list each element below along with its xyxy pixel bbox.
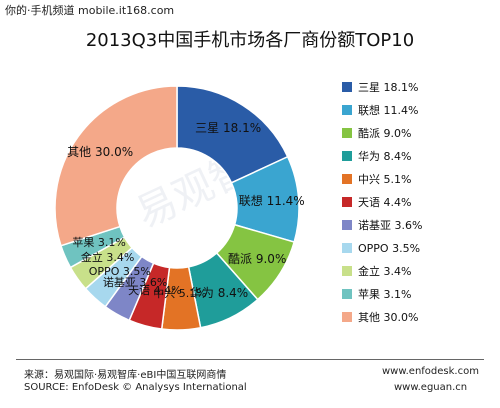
- website-enfodesk: www.enfodesk.com: [382, 366, 479, 377]
- legend-swatch-1: [342, 105, 352, 115]
- footer-divider: [16, 359, 484, 360]
- legend-label-1: 联想 11.4%: [358, 103, 418, 117]
- slice-label-4: 中兴 5.1%: [153, 287, 206, 300]
- slice-label-8: 金立 3.4%: [81, 250, 134, 264]
- legend-swatch-7: [342, 243, 352, 253]
- slice-label-3: 华为 8.4%: [190, 286, 248, 300]
- legend-label-6: 诺基亚 3.6%: [358, 219, 422, 232]
- slice-label-2: 酷派 9.0%: [228, 252, 286, 266]
- legend-label-8: 金立 3.4%: [358, 264, 411, 278]
- legend-label-0: 三星 18.1%: [358, 81, 418, 94]
- legend-swatch-10: [342, 312, 352, 322]
- slice-label-6: 诺基亚 3.6%: [103, 276, 167, 289]
- slice-label-7: OPPO 3.5%: [89, 265, 151, 278]
- legend-label-2: 酷派 9.0%: [358, 127, 411, 140]
- legend-swatch-5: [342, 197, 352, 207]
- legend-swatch-6: [342, 220, 352, 230]
- legend-swatch-8: [342, 266, 352, 276]
- legend-label-10: 其他 30.0%: [358, 311, 418, 324]
- legend-swatch-2: [342, 128, 352, 138]
- chart-title: 2013Q3中国手机市场各厂商份额TOP10: [85, 30, 415, 51]
- slice-label-5: 天语 4.4%: [128, 284, 181, 297]
- legend-swatch-3: [342, 151, 352, 161]
- slice-10: [54, 85, 178, 247]
- legend-label-5: 天语 4.4%: [358, 196, 411, 209]
- slice-label-1: 联想 11.4%: [239, 193, 305, 208]
- slice-0: [176, 85, 289, 184]
- legend-label-7: OPPO 3.5%: [358, 242, 420, 255]
- source-en: SOURCE: EnfoDesk © Analysys Internationa…: [24, 382, 247, 393]
- slice-label-0: 三星 18.1%: [195, 121, 261, 135]
- legend-label-4: 中兴 5.1%: [358, 173, 411, 186]
- legend-swatch-9: [342, 289, 352, 299]
- legend-label-9: 苹果 3.1%: [358, 287, 411, 301]
- slice-label-10: 其他 30.0%: [67, 145, 133, 159]
- source-cn: 来源：易观国际·易观智库·eBI中国互联网商情: [24, 370, 227, 381]
- site-watermark: 你的·手机频道 mobile.it168.com: [2, 2, 178, 18]
- website-eguan: www.eguan.cn: [394, 382, 468, 393]
- legend-label-3: 华为 8.4%: [358, 149, 411, 163]
- legend-swatch-0: [342, 82, 352, 92]
- slice-label-9: 苹果 3.1%: [72, 235, 125, 249]
- legend-swatch-4: [342, 174, 352, 184]
